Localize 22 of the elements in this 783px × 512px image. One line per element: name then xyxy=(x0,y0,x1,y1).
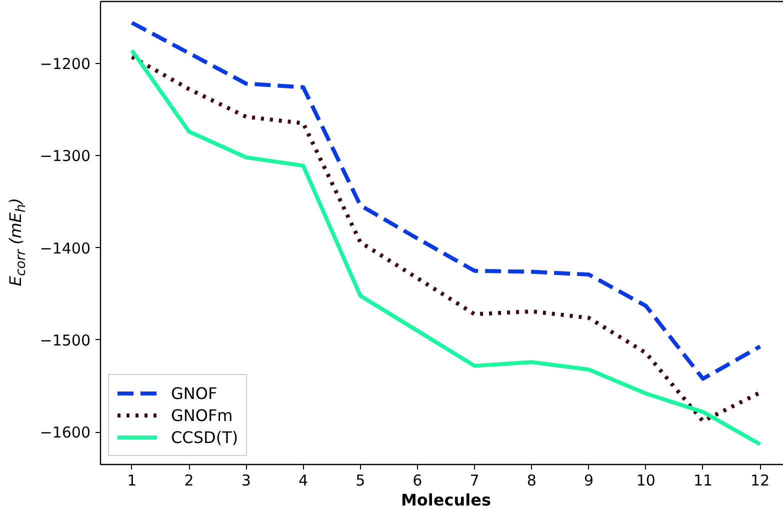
x-tick-label: 11 xyxy=(693,472,713,490)
y-tick-label: −1200 xyxy=(40,54,91,73)
x-tick-label: 5 xyxy=(356,472,366,490)
legend-label: CCSD(T) xyxy=(171,428,238,446)
legend-label: GNOFm xyxy=(171,406,233,424)
x-tick-label: 3 xyxy=(241,472,251,490)
x-tick-label: 2 xyxy=(184,472,194,490)
y-tick-label: −1500 xyxy=(40,331,91,350)
x-tick-label: 1 xyxy=(127,472,137,490)
y-tick-label: −1400 xyxy=(40,239,91,258)
x-axis-title: Molecules xyxy=(401,490,491,510)
x-tick-label: 9 xyxy=(584,472,594,490)
x-tick-label: 4 xyxy=(298,472,308,490)
x-tick-label: 10 xyxy=(636,472,656,490)
y-tick-label: −1600 xyxy=(40,424,91,442)
y-tick-label: −1300 xyxy=(40,147,91,166)
x-tick-label: 8 xyxy=(526,472,536,490)
x-tick-label: 12 xyxy=(750,472,770,490)
line-series xyxy=(130,20,762,381)
legend-label: GNOF xyxy=(171,384,218,402)
x-tick-label: 7 xyxy=(470,472,480,490)
x-tick-label: 6 xyxy=(412,472,422,490)
